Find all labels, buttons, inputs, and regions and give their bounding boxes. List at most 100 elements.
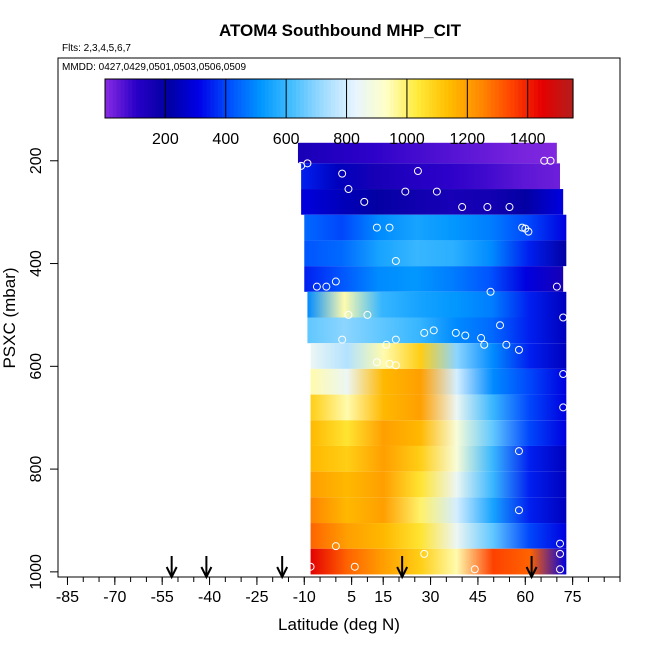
y-tick-label: 1000 bbox=[28, 554, 45, 590]
sample-point bbox=[524, 227, 533, 236]
sample-point bbox=[518, 223, 527, 232]
colorbar-segment bbox=[495, 79, 500, 118]
colorbar-segment bbox=[292, 79, 297, 118]
down-arrow-icon bbox=[200, 556, 213, 580]
heat-band bbox=[310, 497, 567, 524]
colorbar-segment bbox=[272, 79, 278, 118]
arrow-markers bbox=[165, 556, 538, 580]
colorbar-segment bbox=[467, 79, 473, 118]
colorbar-segment bbox=[346, 79, 352, 118]
colorbar-segment bbox=[288, 79, 293, 118]
heat-band bbox=[310, 471, 567, 498]
colorbar-tick-label: 800 bbox=[333, 131, 360, 148]
colorbar-segment bbox=[280, 79, 285, 118]
sample-point bbox=[432, 187, 441, 196]
heat-band bbox=[307, 291, 567, 318]
down-arrow-icon bbox=[396, 556, 409, 580]
heat-band bbox=[301, 189, 564, 215]
sample-point bbox=[486, 287, 495, 296]
colorbar-segment bbox=[183, 79, 188, 118]
sample-point bbox=[338, 169, 347, 178]
colorbar-segment bbox=[393, 79, 399, 118]
x-tick-label: -55 bbox=[151, 589, 174, 606]
sample-point bbox=[451, 328, 460, 337]
sample-point bbox=[360, 197, 369, 206]
sample-point bbox=[372, 358, 381, 367]
colorbar-segment bbox=[159, 79, 165, 118]
colorbar-segment bbox=[420, 79, 426, 118]
heat-band bbox=[310, 523, 567, 549]
colorbar-segment bbox=[202, 79, 207, 118]
colorbar-segment bbox=[358, 79, 363, 118]
sample-point bbox=[502, 340, 511, 349]
colorbar-segment bbox=[475, 79, 480, 118]
colorbar-segment bbox=[214, 79, 219, 118]
x-axis-label: Latitude (deg N) bbox=[278, 615, 400, 634]
colorbar-segment bbox=[311, 79, 317, 118]
colorbar-segment bbox=[339, 79, 344, 118]
colorbar-segment bbox=[136, 79, 141, 118]
sample-point bbox=[480, 340, 489, 349]
sample-point bbox=[429, 326, 438, 335]
heat-band bbox=[310, 368, 567, 395]
colorbar-segment bbox=[179, 79, 184, 118]
colorbar-frame bbox=[104, 78, 574, 119]
y-axis: 200 400 600 800 1000 bbox=[28, 147, 58, 590]
sample-point bbox=[483, 203, 492, 212]
colorbar-segment bbox=[405, 79, 410, 118]
colorbar-segment bbox=[128, 79, 133, 118]
x-tick-label: -70 bbox=[103, 589, 126, 606]
down-arrow-icon bbox=[525, 556, 538, 580]
colorbar-segment bbox=[233, 79, 239, 118]
x-tick-label: 75 bbox=[564, 589, 582, 606]
colorbar-segment bbox=[268, 79, 274, 118]
sample-point bbox=[559, 370, 568, 379]
sample-point bbox=[477, 334, 486, 343]
heat-band bbox=[297, 142, 557, 164]
colorbar-segment bbox=[448, 79, 453, 118]
sample-point bbox=[391, 335, 400, 344]
colorbar-segment bbox=[171, 79, 176, 118]
colorbar-segment bbox=[327, 79, 332, 118]
colorbar-segment bbox=[452, 79, 457, 118]
sample-point bbox=[470, 565, 479, 574]
colorbar-segment bbox=[362, 79, 367, 118]
heat-band bbox=[304, 240, 567, 267]
heat-layer bbox=[297, 142, 567, 575]
colorbar-segment bbox=[483, 79, 488, 118]
sample-point bbox=[420, 328, 429, 337]
sample-point bbox=[496, 321, 505, 330]
sample-point bbox=[514, 447, 523, 456]
colorbar-segment bbox=[147, 79, 153, 118]
colorbar-segment bbox=[510, 79, 516, 118]
colorbar-segment bbox=[565, 79, 570, 118]
colorbar-segment bbox=[225, 79, 231, 118]
colorbar-segment bbox=[116, 79, 122, 118]
colorbar-segment bbox=[331, 79, 336, 118]
sample-point bbox=[559, 313, 568, 322]
sample-point bbox=[363, 310, 372, 319]
dates-text: MMDD: 0427,0429,0501,0503,0506,0509 bbox=[62, 62, 246, 73]
colorbar-segment bbox=[105, 79, 110, 118]
colorbar-segment bbox=[409, 79, 414, 118]
y-tick-label: 200 bbox=[28, 147, 45, 174]
colorbar-segment bbox=[300, 79, 305, 118]
colorbar-tick-label: 600 bbox=[273, 131, 300, 148]
colorbar-segment bbox=[545, 79, 551, 118]
colorbar-segment bbox=[569, 79, 574, 118]
colorbar-segment bbox=[296, 79, 301, 118]
sample-point bbox=[391, 361, 400, 370]
colorbar-segment bbox=[378, 79, 383, 118]
sample-point bbox=[556, 539, 565, 548]
sample-point bbox=[350, 562, 359, 571]
colorbar-tick-label: 1200 bbox=[450, 131, 486, 148]
colorbar-segment bbox=[264, 79, 270, 118]
colorbar-segment bbox=[210, 79, 215, 118]
colorbar-segment bbox=[140, 79, 145, 118]
sample-point bbox=[306, 562, 315, 571]
sample-point bbox=[312, 282, 321, 291]
sample-point bbox=[514, 506, 523, 515]
colorbar-segment bbox=[237, 79, 243, 118]
sample-point bbox=[385, 223, 394, 232]
x-tick-label: -85 bbox=[56, 589, 79, 606]
